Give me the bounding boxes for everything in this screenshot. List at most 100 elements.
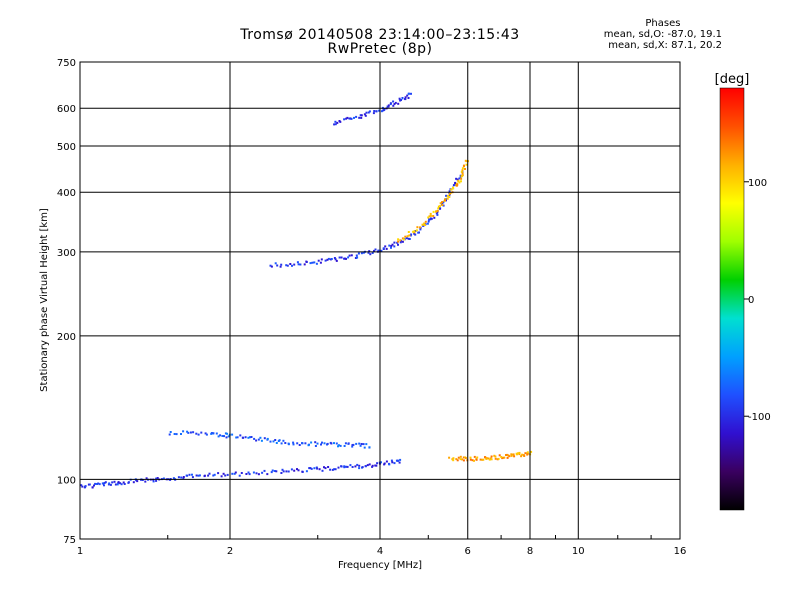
data-point	[116, 483, 119, 486]
data-point	[269, 440, 272, 443]
data-point	[490, 455, 493, 458]
data-point	[419, 228, 422, 231]
data-point	[407, 97, 410, 99]
colorbar-tick-label: 100	[748, 178, 767, 189]
data-point	[186, 430, 189, 433]
data-point	[310, 467, 313, 470]
data-point	[387, 105, 390, 108]
data-point	[422, 223, 425, 226]
data-point	[304, 442, 307, 445]
data-point	[373, 110, 376, 112]
data-point	[326, 258, 329, 261]
chart-title-line-2: RwPretec (8p)	[327, 41, 433, 57]
phase-statistics-x-mode: mean, sd,X: 87.1, 20.2	[608, 40, 722, 51]
data-point	[324, 259, 327, 262]
data-point	[136, 480, 139, 483]
data-point	[463, 164, 465, 167]
data-point	[410, 92, 412, 95]
data-point	[452, 457, 455, 460]
data-point	[340, 465, 343, 468]
data-point	[421, 223, 424, 226]
data-point	[526, 451, 529, 454]
data-point	[145, 477, 148, 480]
data-point	[400, 99, 402, 101]
data-point	[360, 443, 363, 445]
data-point	[415, 229, 418, 232]
data-point	[234, 471, 237, 474]
data-point	[337, 444, 340, 447]
data-point	[316, 467, 319, 470]
data-point	[298, 444, 301, 446]
data-point	[461, 172, 464, 175]
data-point	[280, 263, 283, 266]
data-point	[457, 456, 460, 459]
data-point	[364, 114, 367, 117]
data-point	[410, 233, 413, 236]
data-point	[424, 220, 427, 223]
data-point	[373, 249, 375, 252]
data-point	[368, 110, 371, 113]
data-point	[192, 431, 195, 434]
data-point	[429, 214, 432, 217]
data-point	[374, 248, 377, 251]
phase-statistics: Phases mean, sd,O: -87.0, 19.1 mean, sd,…	[604, 18, 722, 51]
data-point	[307, 444, 310, 447]
phase-statistics-o-mode: mean, sd,O: -87.0, 19.1	[603, 29, 722, 40]
data-point	[393, 241, 396, 244]
data-point	[207, 474, 210, 477]
data-point	[210, 432, 213, 434]
data-point	[270, 265, 273, 268]
data-point	[238, 474, 241, 477]
data-point	[383, 108, 386, 111]
data-point	[266, 437, 269, 440]
data-point	[285, 264, 288, 267]
data-point	[518, 453, 521, 456]
data-point	[401, 237, 404, 240]
data-point	[388, 244, 391, 247]
data-point	[296, 261, 299, 264]
data-point	[360, 116, 363, 119]
data-point	[390, 246, 392, 249]
data-point	[111, 481, 114, 484]
data-point	[303, 263, 306, 266]
data-point	[374, 464, 377, 467]
data-point	[397, 240, 400, 243]
data-point	[448, 456, 451, 459]
data-point	[180, 433, 182, 435]
data-point	[375, 110, 378, 113]
data-point	[132, 481, 135, 484]
data-point	[446, 197, 449, 200]
data-point	[215, 432, 218, 435]
data-point	[313, 467, 316, 470]
data-point	[191, 473, 193, 476]
data-point	[368, 446, 371, 449]
data-point	[460, 177, 463, 180]
data-point	[299, 263, 302, 266]
data-point	[493, 454, 496, 457]
data-point	[273, 470, 276, 472]
data-point	[390, 245, 393, 247]
data-point	[497, 457, 500, 460]
data-point	[448, 190, 451, 193]
data-point	[398, 97, 401, 100]
data-point	[274, 262, 277, 265]
data-point	[382, 247, 385, 250]
data-point	[432, 210, 435, 213]
data-point	[263, 437, 266, 440]
data-point	[279, 265, 282, 268]
data-point	[269, 264, 272, 267]
data-point	[439, 202, 442, 205]
data-point	[172, 477, 175, 480]
data-point	[500, 456, 503, 458]
data-point	[318, 468, 321, 471]
data-point	[336, 121, 339, 124]
data-point	[359, 114, 362, 117]
data-point	[293, 469, 296, 472]
data-point	[461, 458, 463, 461]
data-point	[414, 233, 417, 236]
data-point	[335, 442, 338, 445]
data-point	[113, 480, 116, 483]
data-point	[327, 466, 330, 468]
data-point	[426, 222, 429, 225]
x-tick-label: 1	[77, 546, 83, 557]
